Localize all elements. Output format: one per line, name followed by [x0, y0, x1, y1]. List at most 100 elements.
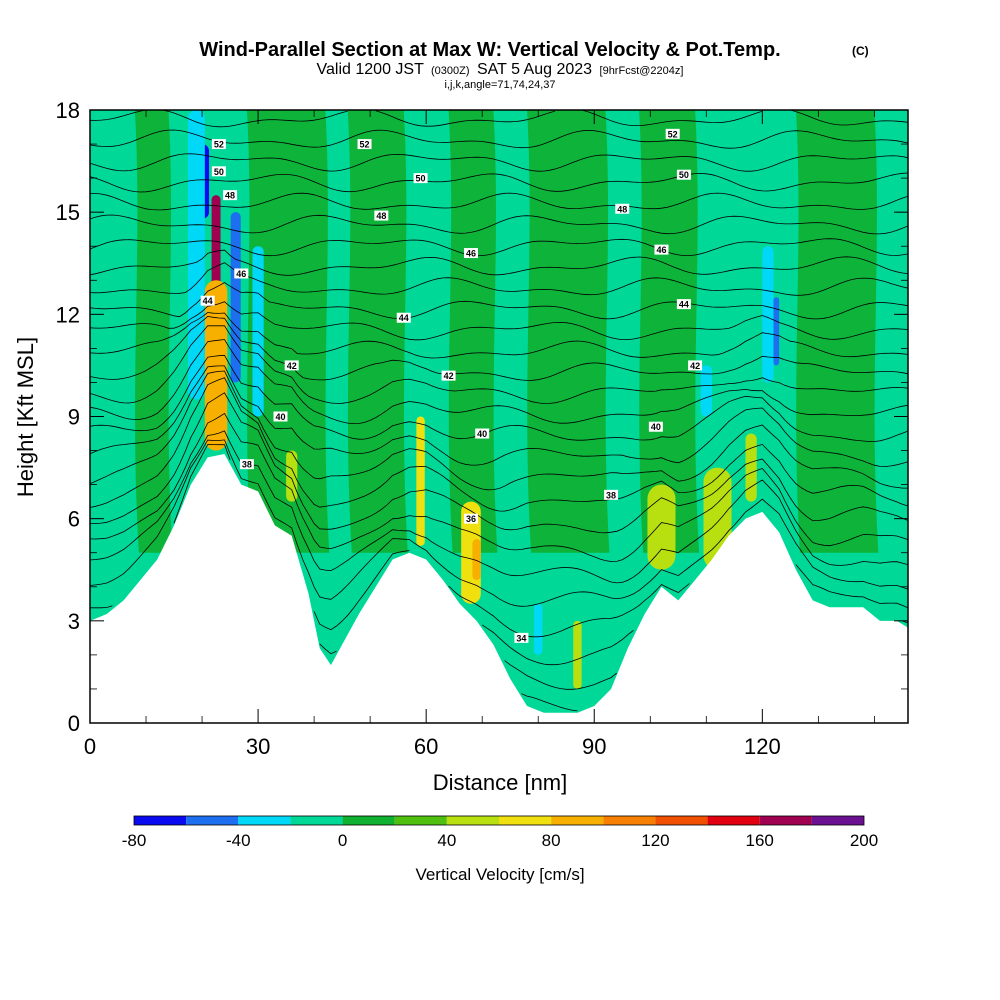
y-tick-label: 18	[56, 98, 80, 123]
theta-contours: 34 36 38 38 40 40 40 42 42 42 44 44 44 46 46 46 48 48 48 50…	[89, 109, 909, 712]
colorbar-swatch	[446, 816, 499, 825]
x-tick-label: 30	[246, 734, 270, 759]
theta-contour	[89, 325, 909, 404]
colorbar-tick-label: 160	[746, 831, 774, 850]
velocity-cell	[573, 620, 582, 689]
contour-label-bg	[273, 411, 288, 422]
contour-label-bg	[284, 360, 299, 371]
x-axis-label: Distance [nm]	[433, 770, 568, 795]
contour-label: 46	[466, 249, 476, 259]
velocity-cell	[472, 539, 481, 580]
contour-label: 46	[236, 269, 246, 279]
colorbar-swatch	[290, 816, 343, 825]
contour-label: 34	[516, 633, 526, 643]
theta-contour	[89, 392, 909, 534]
chart-title-unit: (C)	[852, 44, 869, 58]
updraft-band	[639, 110, 700, 553]
contour-label-bg	[396, 312, 411, 323]
colorbar-label: Vertical Velocity [cm/s]	[415, 865, 584, 884]
y-axis-label: Height [Kft MSL]	[13, 337, 38, 497]
contour-label: 36	[466, 514, 476, 524]
updraft-band	[795, 110, 879, 553]
valid-forecast: [9hrFcst@2204z]	[600, 65, 684, 77]
velocity-cell	[647, 484, 676, 570]
theta-contour	[89, 354, 909, 442]
contour-label-bg	[463, 513, 478, 524]
x-tick-label: 90	[582, 734, 606, 759]
contour-label-bg	[463, 248, 478, 259]
theta-contour	[89, 430, 909, 584]
colorbar-swatch	[238, 816, 291, 825]
theta-contour	[89, 153, 909, 172]
x-tick-label: 120	[744, 734, 781, 759]
contour-label-bg	[676, 169, 691, 180]
contour-label: 44	[399, 313, 409, 323]
velocity-cell	[762, 246, 774, 383]
theta-contour	[89, 238, 909, 257]
colorbar-tick-label: 120	[641, 831, 669, 850]
contour-label-bg	[648, 421, 663, 432]
updraft-band	[134, 110, 173, 553]
terrain-fill	[90, 453, 908, 723]
colorbar-tick-label: 0	[338, 831, 347, 850]
theta-contour	[90, 192, 909, 211]
x-tick-label: 60	[414, 734, 438, 759]
colorbar-swatch	[811, 816, 864, 825]
contour-label: 48	[376, 211, 386, 221]
contour-label: 46	[656, 245, 666, 255]
updraft-band	[347, 110, 408, 553]
contour-label-bg	[514, 632, 529, 643]
theta-contour	[89, 301, 909, 341]
colorbar-swatch	[342, 816, 395, 825]
velocity-cell	[773, 297, 780, 366]
updraft-band	[246, 110, 330, 553]
colorbar-tick-label: 80	[542, 831, 561, 850]
colorbar-tick-label: -80	[122, 831, 147, 850]
y-tick-label: 0	[68, 711, 80, 736]
theta-contour	[89, 172, 909, 193]
colorbar-swatch	[655, 816, 708, 825]
theta-contour	[89, 282, 909, 320]
colorbar-tick-label: -40	[226, 831, 251, 850]
theta-contour	[504, 660, 617, 690]
contour-label: 42	[444, 371, 454, 381]
valid-date: SAT 5 Aug 2023	[477, 61, 592, 78]
valid-line: Valid 1200 JST (0300Z) SAT 5 Aug 2023 [9…	[317, 61, 684, 78]
chart-title: Wind-Parallel Section at Max W: Vertical…	[199, 39, 780, 61]
theta-contour	[89, 439, 909, 607]
theta-contour	[90, 444, 909, 638]
colorbar-swatch	[707, 816, 760, 825]
contour-label: 44	[679, 300, 689, 310]
terrain	[90, 453, 908, 723]
theta-contour	[89, 249, 909, 276]
theta-contour	[89, 370, 908, 491]
contour-label: 50	[214, 167, 224, 177]
velocity-field	[90, 110, 908, 723]
contour-label: 48	[225, 191, 235, 201]
grid-info: i,j,k,angle=71,74,24,37	[444, 79, 555, 91]
theta-contour	[89, 129, 909, 149]
theta-contour	[89, 339, 909, 425]
x-tick-label: 0	[84, 734, 96, 759]
contour-label-bg	[676, 299, 691, 310]
updraft-band	[448, 110, 498, 553]
velocity-cell	[745, 433, 757, 502]
contour-label-bg	[441, 370, 456, 381]
contour-label: 40	[275, 412, 285, 422]
contour-label-bg	[223, 190, 238, 201]
contour-label: 50	[416, 174, 426, 184]
theta-contour	[89, 312, 909, 359]
contour-label-bg	[475, 428, 490, 439]
colorbar-swatch	[603, 816, 656, 825]
velocity-cell	[286, 450, 298, 502]
y-tick-label: 9	[68, 405, 80, 430]
contour-label-bg	[211, 166, 226, 177]
colorbar-swatch	[759, 816, 812, 825]
updraft-band	[527, 110, 610, 553]
valid-prefix: Valid 1200 JST	[317, 61, 425, 78]
contour-label-bg	[688, 360, 703, 371]
contour-label-bg	[615, 203, 630, 214]
theta-contour	[89, 262, 909, 296]
